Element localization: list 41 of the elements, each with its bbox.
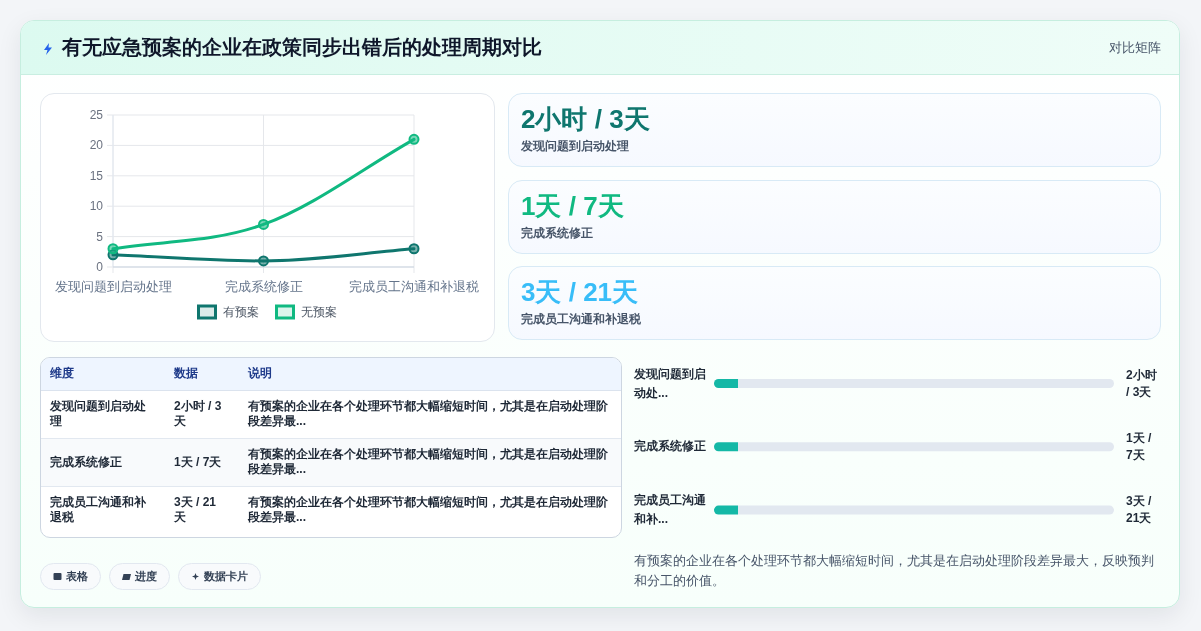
text: 完成系统修正	[50, 454, 122, 469]
text: 1天 / 7天	[174, 454, 222, 469]
category-label: 发现问题到启动处理	[521, 138, 629, 154]
y2-tick-label: 1天 / 7天	[1126, 429, 1153, 464]
y-tick-label: 20	[89, 138, 104, 153]
text: 有预案的企业在各个处理环节都大幅缩短时间，尤其是在启动处理阶段差异最...	[248, 399, 608, 428]
text: 3天 / 21天	[521, 277, 639, 307]
text: 2小时 / 3天	[521, 104, 650, 134]
text: 1天 / 7天	[521, 190, 624, 221]
legend-label: 有预案	[222, 305, 259, 319]
y-tick-label: 25	[89, 108, 104, 122]
y-tick-label: 10	[89, 199, 104, 214]
text: 表格	[66, 569, 88, 584]
x-tick-label: 完成系统修正	[224, 278, 303, 294]
category-label: 数据	[173, 365, 199, 383]
text: 2小时 / 3天	[174, 399, 222, 428]
y-tick-label: 15	[89, 168, 104, 183]
text: 进度	[135, 569, 157, 584]
y-tick-label: 5	[96, 229, 104, 244]
text: 有预案的企业在各个处理环节都大幅缩短时间，尤其是在启动处理阶段差异最...	[248, 447, 608, 476]
text: 有预案的企业在各个处理环节都大幅缩短时间，尤其是在启动处理阶段差异最大，反映预判和分工的价值。	[634, 552, 1155, 590]
category-label: 完成员工沟通和补退税	[521, 311, 641, 327]
category-label: 说明	[247, 365, 273, 383]
x-tick-label: 完成员工沟通和补退税	[349, 278, 479, 294]
x-tick-label: 发现问题到启动处理	[54, 278, 172, 294]
category-label: 完成系统修正	[521, 224, 593, 241]
text: 有无应急预案的企业在政策同步出错后的处理周期对比	[62, 35, 542, 60]
y-tick-label: 完成员工沟通和补...	[634, 492, 707, 529]
text: 有预案的企业在各个处理环节都大幅缩短时间，尤其是在启动处理阶段差异最...	[248, 495, 608, 525]
y-tick-label: 发现问题到启动处...	[634, 365, 707, 402]
y-tick-label: 完成系统修正	[634, 438, 707, 456]
y2-tick-label: 2小时 / 3天	[1126, 366, 1158, 401]
y2-tick-label: 3天 / 21天	[1126, 493, 1153, 528]
text: 发现问题到启动处理	[50, 399, 146, 428]
legend-label: 无预案	[300, 305, 337, 319]
category-label: 维度	[49, 365, 75, 383]
text: 对比矩阵	[1109, 38, 1161, 57]
y-tick-label: 0	[96, 260, 104, 274]
text: 数据卡片	[204, 569, 248, 584]
text: 完成员工沟通和补退税	[50, 495, 146, 525]
text: 3天 / 21天	[174, 495, 217, 525]
